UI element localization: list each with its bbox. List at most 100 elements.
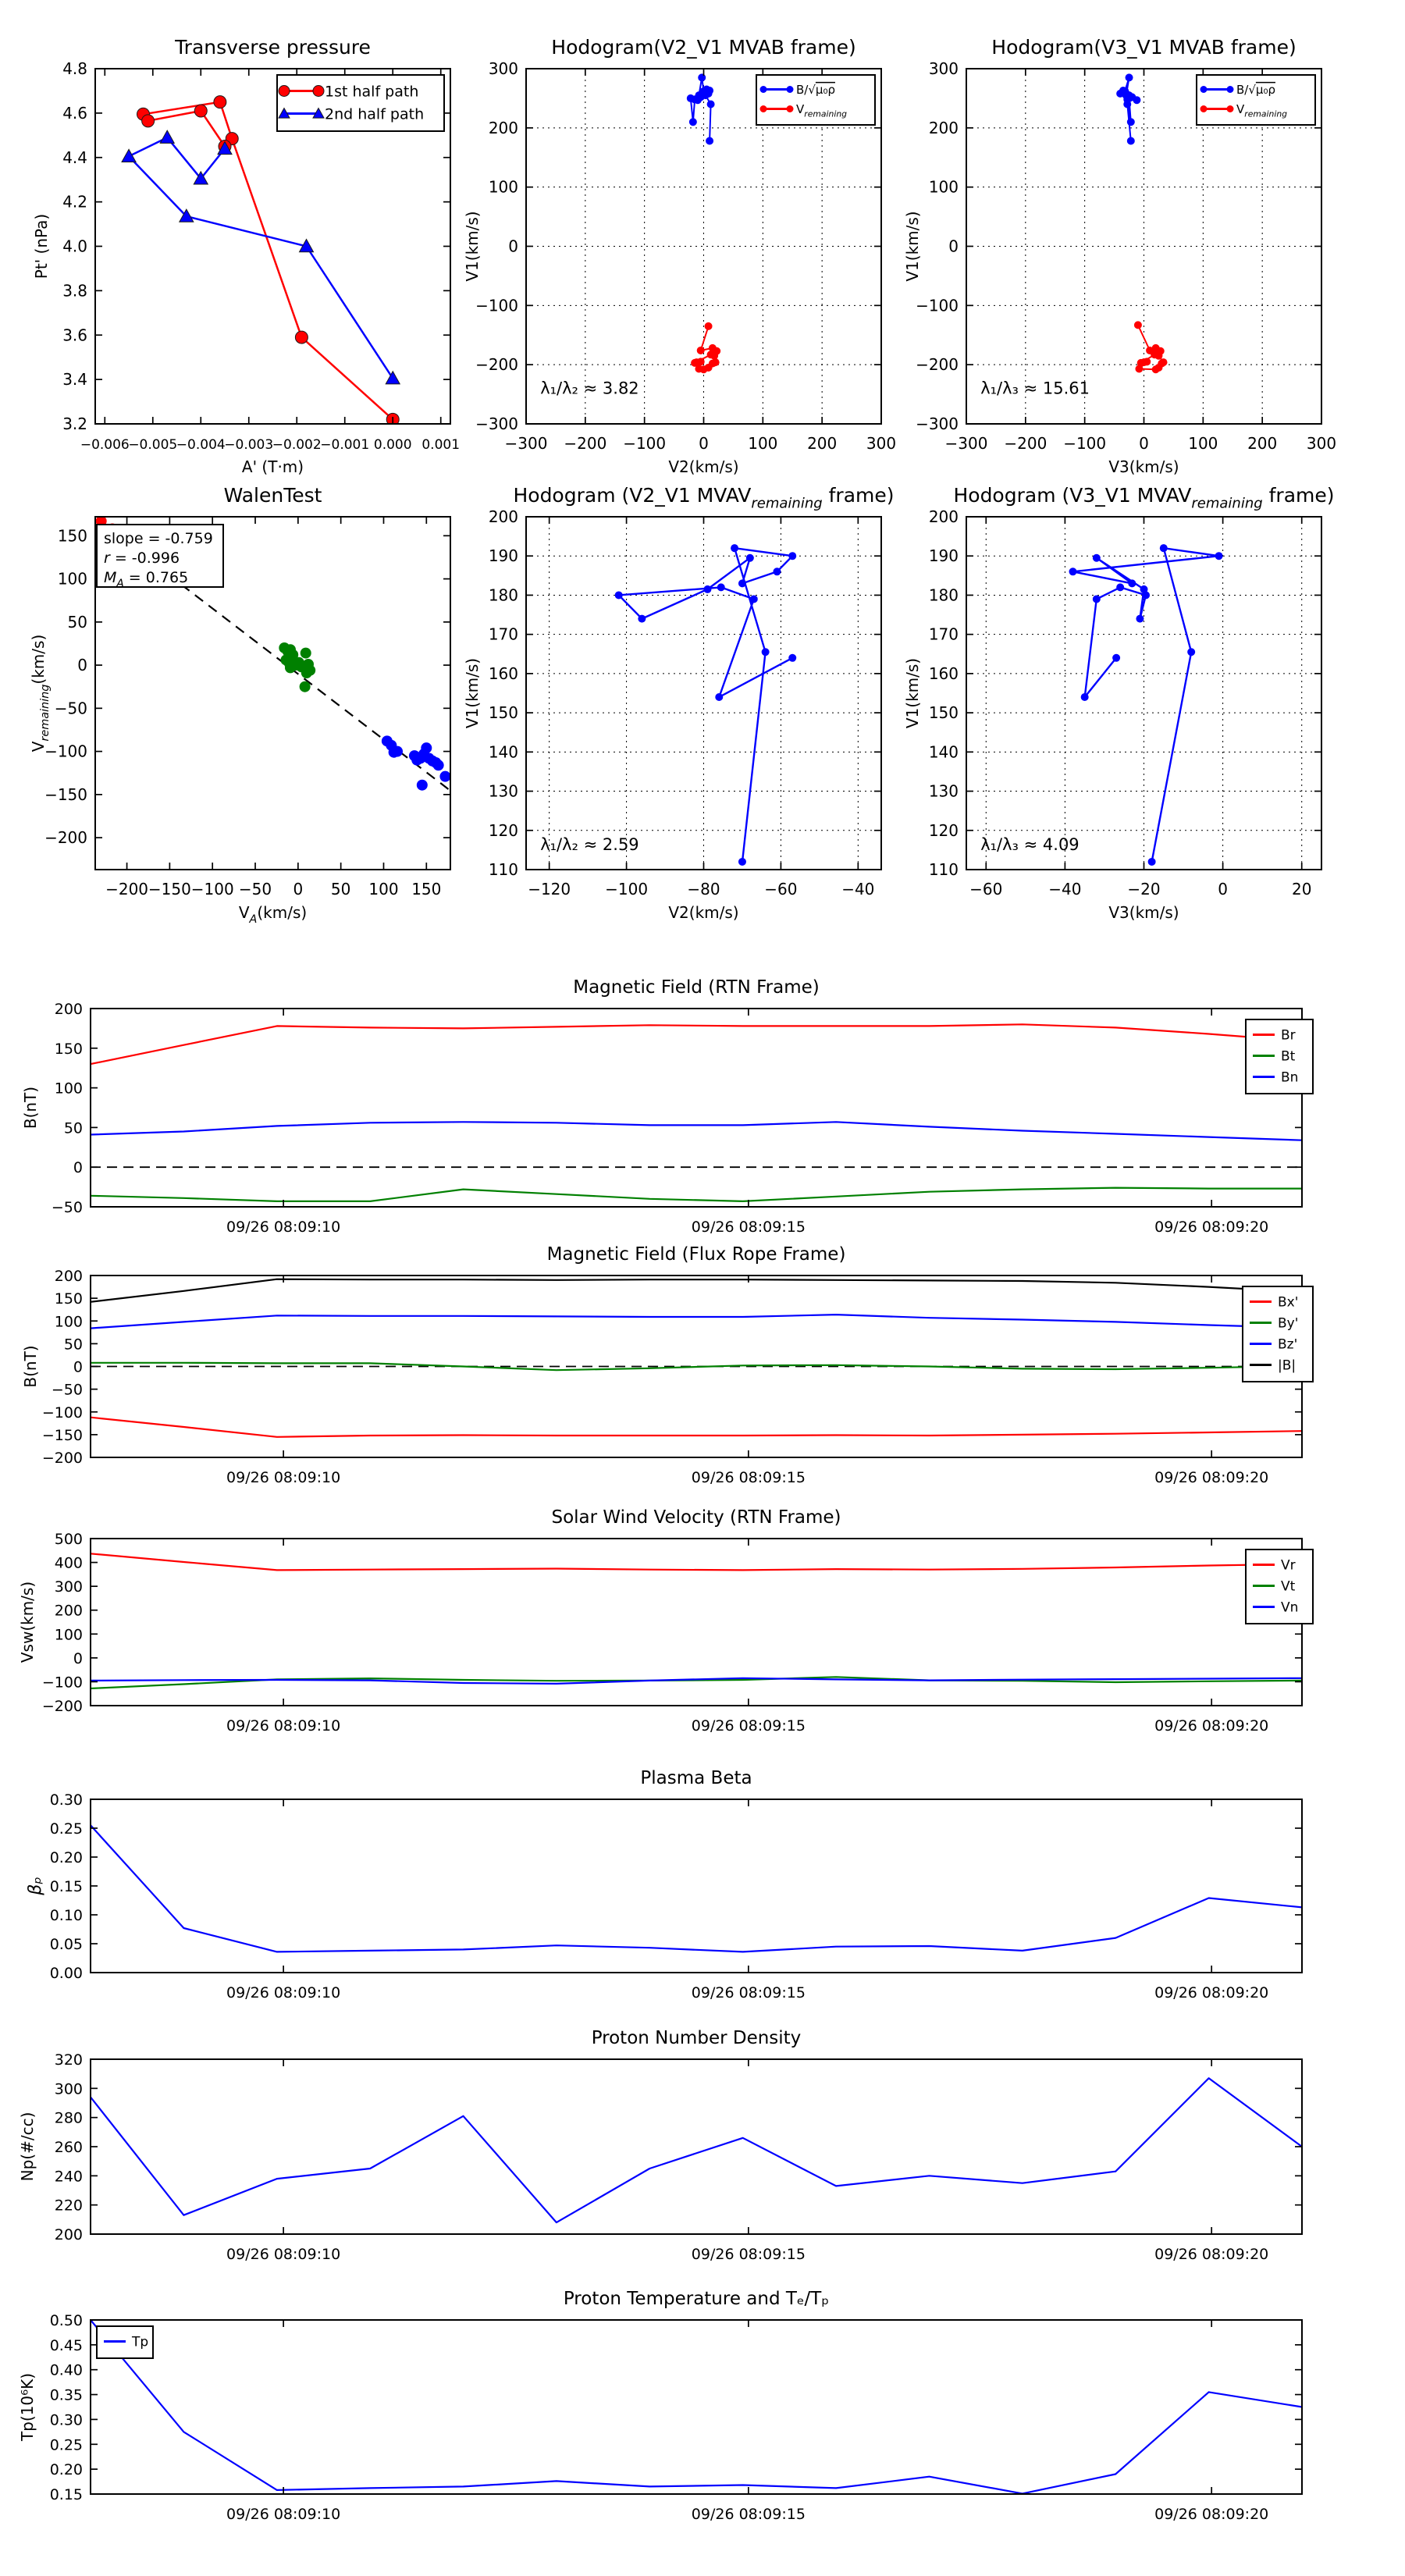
legend-label: By'	[1278, 1316, 1298, 1332]
panel-title: WalenTest	[224, 484, 322, 507]
dot-marker	[1123, 100, 1132, 109]
y-axis-label: B(nT)	[21, 1087, 40, 1129]
x-tick-label: 100	[748, 434, 777, 453]
triangle-marker	[278, 107, 290, 119]
dot-marker	[717, 583, 725, 592]
y-tick-label: 4.8	[62, 59, 87, 78]
x-tick-label: −300	[505, 434, 548, 453]
y-tick-label: 0.20	[50, 1849, 83, 1866]
dot-marker	[759, 105, 767, 112]
x-tick-label: −0.001	[320, 437, 369, 453]
series-group	[1069, 544, 1223, 866]
x-tick-label: 200	[1247, 434, 1277, 453]
dot-marker	[1140, 585, 1148, 593]
x-tick-label: 09/26 08:09:15	[692, 1717, 806, 1735]
y-tick-label: 100	[58, 570, 87, 589]
series-line-|B|	[90, 1278, 1303, 1303]
dot-marker	[1159, 544, 1168, 553]
dot-marker	[1136, 614, 1144, 623]
x-tick-label: −40	[841, 880, 874, 898]
y-tick-label: −300	[916, 415, 959, 433]
x-tick-label: 09/26 08:09:15	[692, 1469, 806, 1486]
legend-label: 2nd half path	[325, 105, 424, 123]
y-tick-label: 150	[489, 703, 518, 722]
panel-title: Hodogram(V2_V1 MVAB frame)	[551, 36, 855, 59]
y-tick-label: 0.25	[50, 1820, 83, 1838]
x-tick-label: 09/26 08:09:10	[226, 2246, 340, 2263]
x-tick-label: −0.006	[80, 437, 130, 453]
y-tick-label: 100	[55, 1626, 83, 1643]
y-tick-label: −100	[916, 296, 959, 315]
x-tick-label: 100	[1188, 434, 1218, 453]
legend-label: Vremaining	[1236, 102, 1287, 119]
dot-marker	[738, 579, 746, 588]
dot-marker	[745, 553, 754, 562]
y-tick-label: 190	[929, 546, 959, 565]
y-tick-label: 0.40	[50, 2362, 83, 2379]
circle-marker	[194, 104, 208, 118]
y-tick-label: 400	[55, 1555, 83, 1572]
panel-title: Proton Temperature and Tₑ/Tₚ	[564, 2289, 829, 2309]
y-axis-label: Np(#/cc)	[18, 2112, 37, 2182]
series-line-Np	[90, 2077, 1303, 2224]
y-tick-label: 0.50	[50, 2312, 83, 2329]
y-tick-label: 4.4	[62, 148, 87, 167]
x-tick-label: 09/26 08:09:10	[226, 1469, 340, 1486]
x-tick-label: −60	[969, 880, 1002, 898]
x-tick-label: 0	[1139, 434, 1149, 453]
fit-stat-line: slope = -0.759	[104, 530, 213, 547]
y-tick-label: 300	[55, 2080, 83, 2097]
x-tick-label: 0.000	[374, 437, 412, 453]
x-tick-label: 09/26 08:09:10	[226, 1219, 340, 1236]
panel-walen-test: −200 −150 −100 −50 0 50 100 150−200−150−100−500…	[29, 484, 451, 926]
dot-marker	[749, 595, 758, 603]
y-tick-label: 3.8	[62, 281, 87, 300]
x-tick-label: 09/26 08:09:20	[1154, 2246, 1268, 2263]
x-tick-label: 09/26 08:09:15	[692, 2506, 806, 2523]
legend-label: 1st half path	[325, 83, 418, 100]
dot-marker	[1215, 552, 1223, 560]
series-line-Bx'	[90, 1416, 1303, 1438]
y-tick-label: 0.15	[50, 2486, 83, 2503]
eigenvalue-ratio-annotation: λ₁/λ₃ ≈ 15.61	[980, 379, 1090, 397]
dot-marker	[1133, 96, 1141, 105]
panel-mf-rtn: 09/26 08:09:10 09/26 08:09:15 09/26 08:09:…	[21, 977, 1314, 1236]
y-tick-label: 300	[489, 59, 518, 78]
x-tick-label: 09/26 08:09:10	[226, 2506, 340, 2523]
x-tick-label: 09/26 08:09:15	[692, 2246, 806, 2263]
dot-marker	[1069, 568, 1077, 576]
x-tick-label: −300	[945, 434, 988, 453]
legend-label: Vremaining	[796, 102, 847, 119]
x-tick-label: −0.005	[128, 437, 177, 453]
y-tick-label: 180	[489, 585, 518, 604]
triangle-marker	[159, 130, 176, 144]
dot-marker	[304, 664, 316, 676]
y-tick-label: 200	[929, 507, 959, 526]
axes-frame	[90, 2058, 1303, 2235]
dot-marker	[1133, 321, 1142, 329]
triangle-marker	[312, 107, 325, 119]
dot-marker	[693, 96, 702, 105]
dot-marker	[711, 358, 720, 367]
series-group	[90, 1278, 1303, 1438]
dot-marker	[1135, 365, 1144, 373]
y-tick-label: 0.05	[50, 1936, 83, 1953]
triangle-marker	[298, 238, 315, 253]
dot-marker	[731, 544, 739, 553]
y-tick-label: 0	[948, 237, 959, 256]
panel-transverse-pressure: −0.006−0.005−0.004−0.003−0.002−0.001 0.00…	[32, 36, 460, 476]
x-tick-label: 09/26 08:09:20	[1154, 1717, 1268, 1735]
dot-marker	[416, 779, 428, 791]
fit-stat-line: r = -0.996	[104, 550, 180, 567]
dot-marker	[392, 745, 404, 757]
y-tick-label: 0.30	[50, 2411, 83, 2428]
y-tick-label: 200	[489, 507, 518, 526]
y-tick-label: 0.10	[50, 1907, 83, 1924]
dot-marker	[638, 614, 646, 623]
y-tick-label: 3.4	[62, 370, 87, 389]
y-axis-label: Pt' (nPa)	[32, 214, 51, 279]
series-line-Br	[90, 1023, 1303, 1066]
y-tick-label: 100	[55, 1313, 83, 1330]
y-tick-label: 100	[489, 178, 518, 197]
